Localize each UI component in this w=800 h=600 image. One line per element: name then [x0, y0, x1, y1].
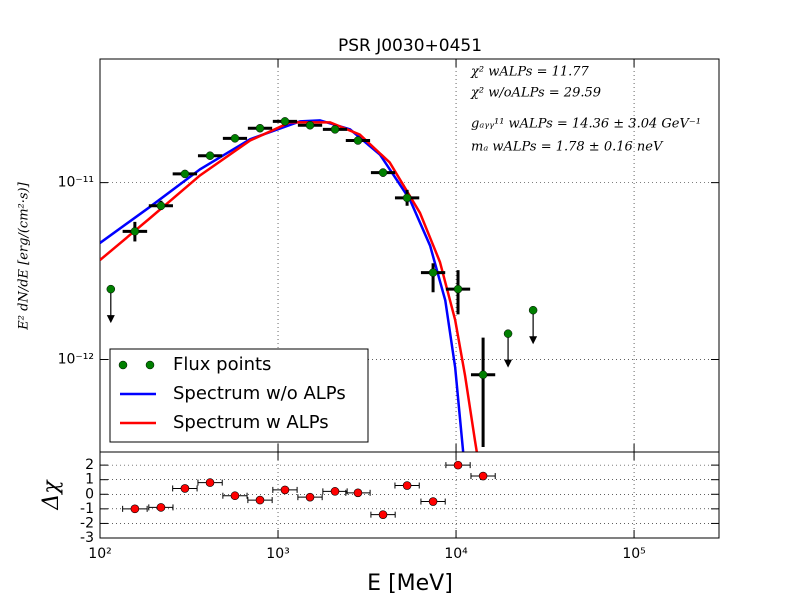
annotation: mₐ wALPs = 1.78 ± 0.16 neV [471, 140, 664, 155]
x-tick-label: 10² [88, 546, 111, 562]
legend-label: Spectrum w ALPs [173, 412, 329, 433]
residual-point [280, 485, 290, 495]
residual-point [453, 460, 463, 470]
residual-point [130, 504, 140, 514]
legend-label: Flux points [173, 354, 271, 375]
flux-point [180, 169, 190, 179]
x-tick-label: 10⁴ [444, 546, 468, 562]
y-tick-label: 10⁻¹² [58, 352, 94, 368]
residual-point [378, 510, 388, 519]
residual-point [478, 471, 488, 481]
upper-limit-arrowhead [529, 336, 538, 345]
annotation: χ² w/oALPs = 29.59 [470, 86, 601, 101]
annotation: gₐᵧᵧ¹¹ wALPs = 14.36 ± 3.04 GeV⁻¹ [471, 117, 701, 132]
y-tick-label: -3 [80, 530, 94, 546]
flux-point [156, 201, 166, 211]
y-axis-label: Δχ [39, 479, 64, 511]
flux-point [255, 123, 265, 133]
y-axis-label: E² dN/dE [erg/(cm²·s)] [17, 181, 32, 330]
y-tick-label: 10⁻¹¹ [58, 175, 94, 191]
plot-frame [99, 451, 720, 539]
residual-point [402, 481, 412, 490]
plot-area [100, 117, 538, 452]
model-line [100, 121, 479, 452]
x-tick-label: 10⁵ [622, 546, 645, 562]
x-axis-label: E [MeV] [367, 571, 453, 596]
residual-point [428, 497, 438, 506]
y-tick-label: -1 [80, 501, 94, 517]
residual-point [305, 492, 315, 502]
residual-point [156, 503, 166, 512]
y-tick-label: 2 [85, 457, 94, 473]
residual-point [180, 484, 190, 493]
flux-point [330, 125, 340, 134]
flux-point [230, 134, 240, 143]
legend-marker [145, 360, 155, 370]
flux-point [378, 168, 388, 177]
y-tick-label: 1 [85, 472, 94, 488]
y-tick-label: -2 [80, 515, 94, 531]
flux-point [106, 284, 116, 294]
chart-title: PSR J0030+0451 [338, 36, 482, 56]
legend-label: Spectrum w/o ALPs [173, 383, 346, 404]
upper-limit-arrowhead [106, 315, 115, 324]
flux-point [503, 329, 513, 338]
flux-point [353, 136, 363, 145]
residual-point [230, 491, 240, 501]
flux-point [280, 117, 290, 126]
residual-point [205, 478, 215, 487]
flux-point [130, 227, 140, 236]
flux-point [453, 284, 463, 294]
residual-point [255, 495, 265, 505]
annotation: χ² wALPs = 11.77 [470, 65, 590, 80]
residual-point [353, 488, 363, 498]
upper-limit-arrowhead [504, 359, 513, 368]
legend-marker [118, 360, 128, 370]
flux-point [478, 370, 488, 380]
flux-point [205, 151, 215, 160]
y-tick-label: 0 [85, 486, 94, 502]
flux-point [305, 121, 315, 130]
flux-point [428, 268, 438, 277]
residual-point [330, 487, 340, 496]
flux-point [528, 305, 538, 315]
flux-point [402, 193, 412, 203]
x-tick-label: 10³ [266, 546, 289, 562]
